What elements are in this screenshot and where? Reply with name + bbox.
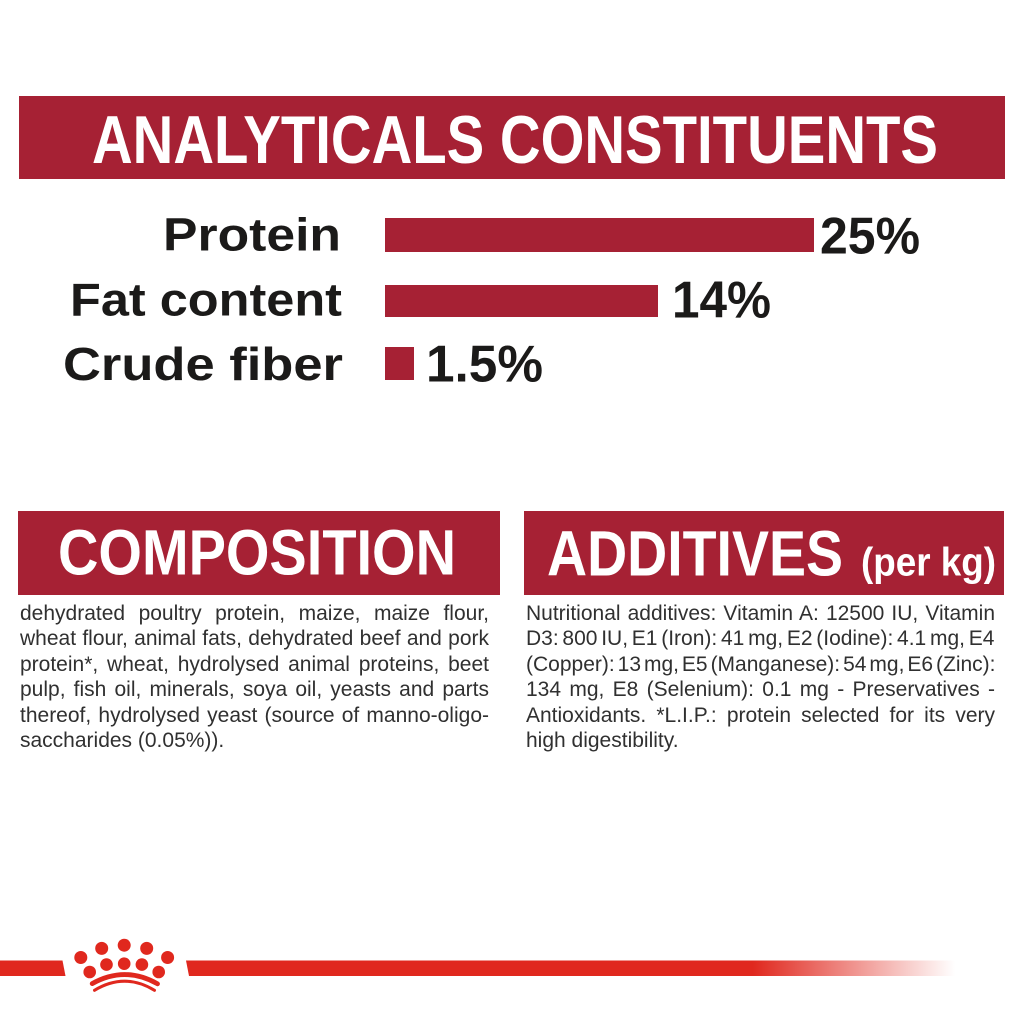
svg-text:Fat content: Fat content — [70, 274, 342, 326]
svg-text:Crude fiber: Crude fiber — [63, 338, 343, 390]
svg-text:Protein: Protein — [163, 209, 341, 261]
svg-text:ADDITIVES: ADDITIVES — [547, 518, 843, 590]
svg-text:14%: 14% — [672, 272, 771, 330]
svg-text:ANALYTICALS CONSTITUENTS: ANALYTICALS CONSTITUENTS — [92, 102, 938, 178]
svg-text:25%: 25% — [820, 208, 920, 266]
svg-text:(per kg): (per kg) — [861, 541, 996, 585]
svg-text:1.5%: 1.5% — [426, 336, 543, 394]
svg-text:COMPOSITION: COMPOSITION — [58, 517, 456, 589]
